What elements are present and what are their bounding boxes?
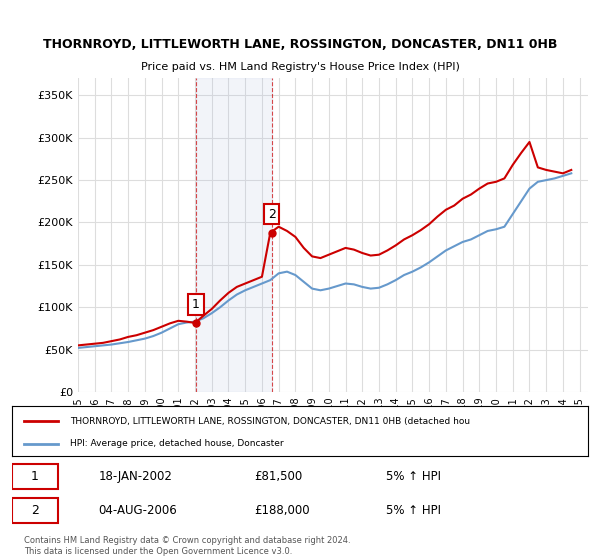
Text: £188,000: £188,000 [254, 503, 310, 517]
Text: 5% ↑ HPI: 5% ↑ HPI [386, 470, 442, 483]
Text: 18-JAN-2002: 18-JAN-2002 [98, 470, 172, 483]
Text: Contains HM Land Registry data © Crown copyright and database right 2024.
This d: Contains HM Land Registry data © Crown c… [24, 536, 350, 556]
Text: £81,500: £81,500 [254, 470, 302, 483]
Bar [196, 78, 272, 392]
Text: 5% ↑ HPI: 5% ↑ HPI [386, 503, 442, 517]
FancyBboxPatch shape [12, 498, 58, 522]
Text: 2: 2 [31, 503, 39, 517]
Text: HPI: Average price, detached house, Doncaster: HPI: Average price, detached house, Donc… [70, 439, 283, 449]
Text: THORNROYD, LITTLEWORTH LANE, ROSSINGTON, DONCASTER, DN11 0HB: THORNROYD, LITTLEWORTH LANE, ROSSINGTON,… [43, 38, 557, 52]
Text: 1: 1 [192, 298, 200, 311]
Text: 04-AUG-2006: 04-AUG-2006 [98, 503, 177, 517]
Text: Price paid vs. HM Land Registry's House Price Index (HPI): Price paid vs. HM Land Registry's House … [140, 62, 460, 72]
Text: THORNROYD, LITTLEWORTH LANE, ROSSINGTON, DONCASTER, DN11 0HB (detached hou: THORNROYD, LITTLEWORTH LANE, ROSSINGTON,… [70, 417, 470, 426]
FancyBboxPatch shape [12, 464, 58, 489]
Text: 1: 1 [31, 470, 39, 483]
Text: 2: 2 [268, 208, 275, 221]
